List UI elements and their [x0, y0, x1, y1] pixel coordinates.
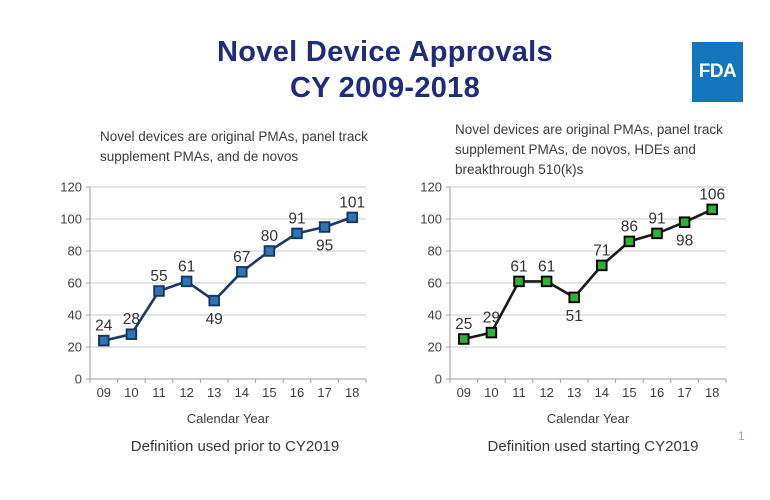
- x-tick-label: 09: [97, 385, 111, 400]
- x-tick-label: 17: [317, 385, 331, 400]
- data-point-marker: [678, 216, 691, 228]
- data-point-label: 67: [233, 249, 250, 266]
- data-point-label: 51: [566, 308, 583, 325]
- data-point-marker: [346, 211, 358, 224]
- data-point-label: 95: [316, 238, 333, 255]
- data-point-label: 80: [261, 228, 279, 245]
- data-point-label: 25: [455, 316, 472, 333]
- data-point-marker: [208, 294, 220, 307]
- x-tick-label: 09: [457, 385, 471, 400]
- x-tick-label: 13: [207, 385, 221, 400]
- page-title: Novel Device Approvals CY 2009-2018: [0, 34, 770, 106]
- data-point-marker: [485, 326, 498, 339]
- data-point-marker: [98, 334, 110, 347]
- x-tick-label: 12: [179, 385, 193, 400]
- data-point-label: 55: [150, 268, 167, 285]
- data-point-label: 28: [123, 311, 140, 328]
- fda-logo-text: FDA: [698, 61, 737, 82]
- data-line: [463, 208, 713, 341]
- y-tick-label: 120: [420, 180, 442, 195]
- x-tick-label: 18: [345, 385, 359, 400]
- y-tick-label: 80: [428, 244, 442, 259]
- x-tick-label: 15: [262, 385, 276, 400]
- y-tick-label: 60: [428, 276, 442, 291]
- x-tick-label: 16: [290, 385, 304, 400]
- data-point-label: 86: [621, 218, 638, 235]
- right-chart-subtitle: Novel devices are original PMAs, panel t…: [455, 122, 723, 177]
- y-tick-label: 0: [435, 372, 442, 387]
- x-tick-label: 11: [152, 385, 166, 400]
- right-x-axis-title: Calendar Year: [546, 411, 630, 426]
- y-tick-label: 80: [68, 244, 82, 259]
- y-tick-label: 60: [68, 276, 82, 291]
- right-line-chart: 0 20 40 60 80 100 120 09 10 11 12 13 14 15 16 17 18 25 29 6…: [420, 180, 727, 400]
- x-tick-label: 13: [567, 385, 581, 400]
- fda-logo: FDA: [692, 42, 743, 102]
- data-point-marker: [568, 291, 580, 304]
- x-tick-label: 18: [705, 385, 719, 400]
- data-point-marker: [706, 203, 718, 216]
- data-point-label: 101: [339, 194, 365, 211]
- data-line: [103, 216, 353, 342]
- data-point-label: 98: [676, 233, 693, 250]
- y-tick-label: 40: [428, 308, 442, 323]
- page-number: 1: [738, 429, 745, 443]
- data-point-label: 71: [593, 242, 610, 259]
- data-point-label: 61: [510, 258, 527, 275]
- data-point-marker: [540, 275, 553, 288]
- page-title-line1: Novel Device Approvals: [217, 36, 553, 68]
- data-point-label: 49: [206, 311, 223, 328]
- x-tick-label: 16: [650, 385, 664, 400]
- y-tick-label: 20: [68, 340, 82, 355]
- y-tick-label: 120: [60, 180, 82, 195]
- x-tick-label: 10: [124, 385, 138, 400]
- x-tick-label: 15: [622, 385, 636, 400]
- x-tick-label: 14: [235, 385, 249, 400]
- data-point-label: 61: [178, 258, 195, 275]
- left-line-chart: 0 20 40 60 80 100 120 09 10 11 12 13 14 15 16 17 18 24 28 5…: [60, 180, 367, 400]
- data-point-marker: [596, 259, 608, 272]
- data-point-marker: [180, 275, 193, 288]
- data-point-marker: [236, 266, 248, 278]
- x-tick-label: 17: [677, 385, 691, 400]
- left-chart-caption: Definition used prior to CY2019: [130, 438, 340, 455]
- right-chart-caption: Definition used starting CY2019: [487, 438, 699, 455]
- y-tick-label: 100: [60, 212, 82, 227]
- data-point-label: 91: [648, 210, 665, 227]
- x-tick-label: 11: [512, 385, 526, 400]
- data-point-label: 106: [699, 186, 725, 203]
- data-point-marker: [623, 235, 636, 248]
- data-point-marker: [318, 221, 331, 233]
- data-point-marker: [651, 227, 663, 240]
- y-tick-label: 0: [75, 372, 82, 387]
- y-tick-label: 20: [428, 340, 442, 355]
- x-tick-label: 10: [484, 385, 498, 400]
- data-point-marker: [458, 333, 470, 345]
- left-x-axis-title: Calendar Year: [186, 411, 270, 426]
- data-point-label: 24: [95, 318, 113, 335]
- page-title-line2: CY 2009-2018: [289, 72, 481, 104]
- data-point-marker: [125, 328, 138, 340]
- data-point-marker: [513, 275, 525, 288]
- y-tick-label: 40: [68, 308, 82, 323]
- x-tick-label: 14: [595, 385, 609, 400]
- x-tick-label: 12: [539, 385, 553, 400]
- data-point-marker: [291, 227, 303, 240]
- data-point-label: 29: [483, 310, 500, 327]
- left-chart-subtitle: Novel devices are original PMAs, panel t…: [100, 129, 368, 164]
- data-point-label: 91: [288, 210, 305, 227]
- data-point-marker: [263, 245, 276, 257]
- y-tick-label: 100: [420, 212, 442, 227]
- data-point-marker: [153, 285, 165, 297]
- data-point-label: 61: [538, 258, 555, 275]
